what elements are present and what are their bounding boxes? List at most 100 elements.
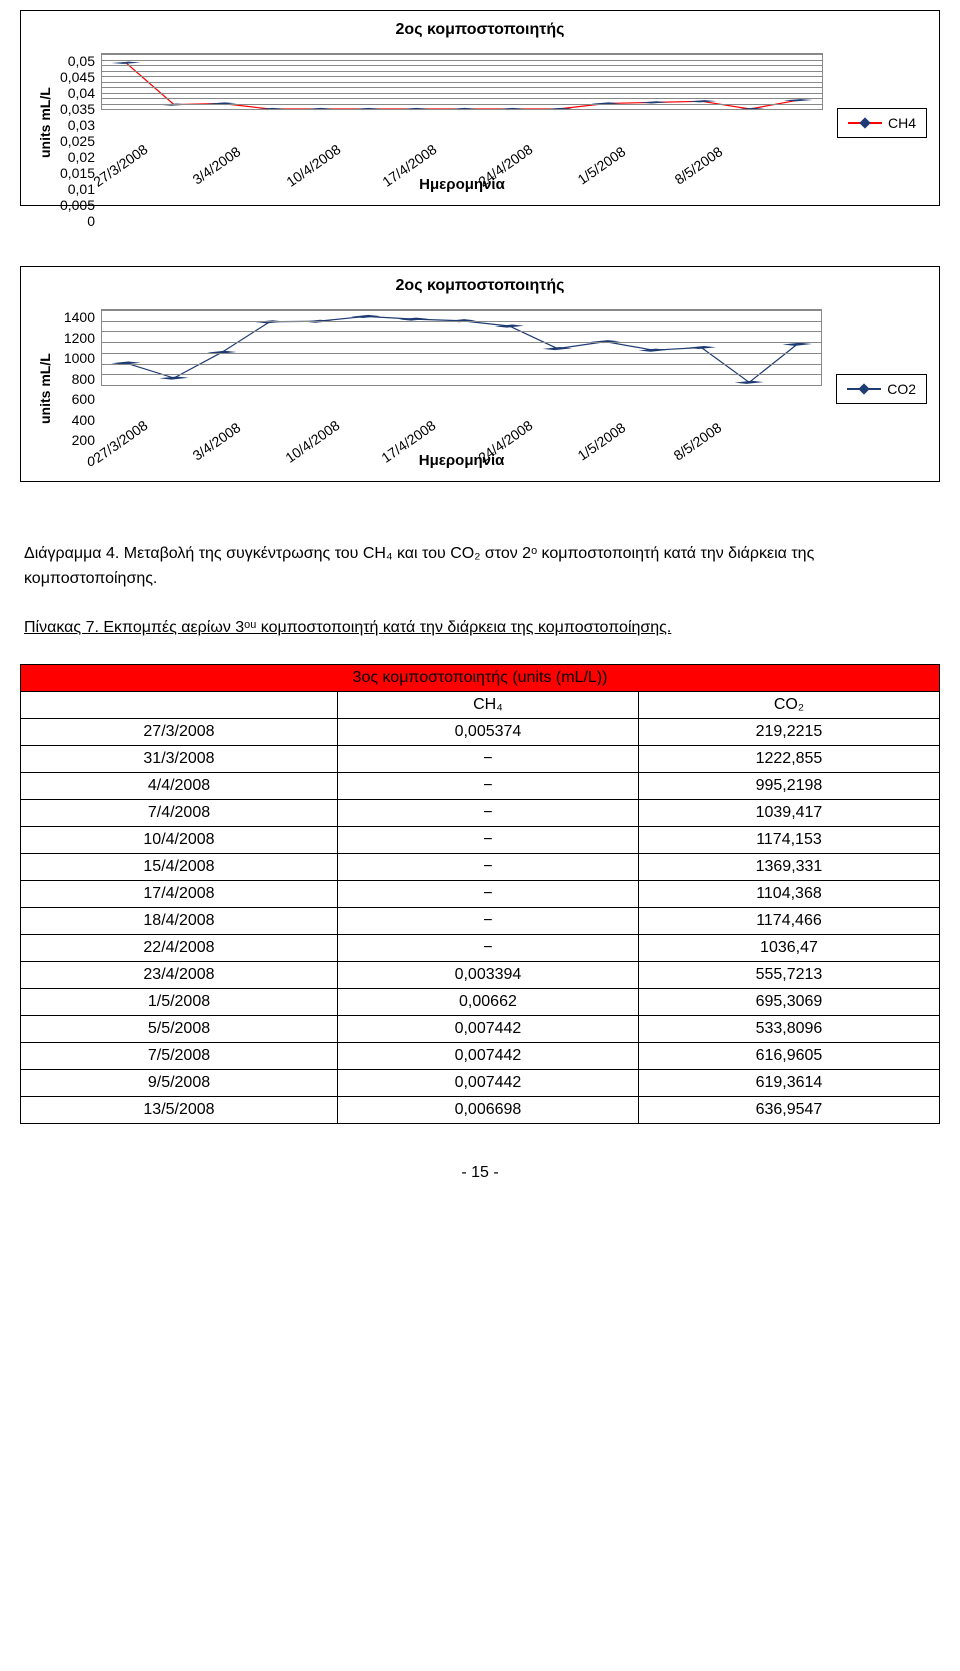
table-cell: 695,3069	[638, 989, 939, 1016]
table-row: 27/3/20080,005374219,2215	[21, 719, 940, 746]
y-tick-label: 0,03	[57, 117, 95, 133]
y-axis-label: units mL/L	[33, 309, 57, 469]
table-cell: 1222,855	[638, 746, 939, 773]
table-cell: 1174,153	[638, 827, 939, 854]
table-cell: 995,2198	[638, 773, 939, 800]
table-cell: −	[337, 854, 638, 881]
table-header	[21, 692, 338, 719]
table-cell: 219,2215	[638, 719, 939, 746]
y-ticks: 0,050,0450,040,0350,030,0250,020,0150,01…	[57, 53, 101, 193]
table-caption-rest: Εκπομπές αερίων 3ᵒᵘ κομποστοποιητή κατά …	[99, 619, 671, 636]
table-cell: 0,00662	[337, 989, 638, 1016]
table-cell: 1036,47	[638, 935, 939, 962]
y-tick-label: 800	[57, 371, 95, 387]
y-tick-label: 0	[57, 453, 95, 469]
table-cell: 13/5/2008	[21, 1097, 338, 1124]
table-cell: 636,9547	[638, 1097, 939, 1124]
table-cell: 1104,368	[638, 881, 939, 908]
y-tick-label: 600	[57, 391, 95, 407]
table-cell: 18/4/2008	[21, 908, 338, 935]
table-cell: 1039,417	[638, 800, 939, 827]
table-cell: 22/4/2008	[21, 935, 338, 962]
x-ticks: 27/3/20083/4/200810/4/200817/4/200824/4/…	[101, 390, 822, 448]
chart-co2: 2ος κομποστοποιητής units mL/L 140012001…	[20, 266, 940, 482]
table-cell: −	[337, 827, 638, 854]
table-cell: 5/5/2008	[21, 1016, 338, 1043]
table-cell: −	[337, 773, 638, 800]
chart-ch4: 2ος κομποστοποιητής units mL/L 0,050,045…	[20, 10, 940, 206]
y-tick-label: 1400	[57, 309, 95, 325]
legend-swatch-icon	[847, 388, 881, 390]
table-row: 10/4/2008−1174,153	[21, 827, 940, 854]
table-row: 15/4/2008−1369,331	[21, 854, 940, 881]
table-title: 3ος κομποστοποιητής (units (mL/L))	[21, 665, 940, 692]
table-cell: 7/4/2008	[21, 800, 338, 827]
table-cell: 27/3/2008	[21, 719, 338, 746]
table-cell: −	[337, 908, 638, 935]
table-cell: 619,3614	[638, 1070, 939, 1097]
y-tick-label: 0,02	[57, 149, 95, 165]
legend-swatch-icon	[848, 122, 882, 124]
table-cell: 0,007442	[337, 1070, 638, 1097]
y-tick-label: 0,045	[57, 69, 95, 85]
legend-label: CH4	[888, 115, 916, 131]
y-tick-label: 400	[57, 412, 95, 428]
table-cell: 0,005374	[337, 719, 638, 746]
y-tick-label: 0,01	[57, 181, 95, 197]
table-row: 4/4/2008−995,2198	[21, 773, 940, 800]
table-cell: 533,8096	[638, 1016, 939, 1043]
y-tick-label: 0,035	[57, 101, 95, 117]
table-cell: 0,003394	[337, 962, 638, 989]
plot-area	[101, 309, 822, 386]
table-row: 7/5/20080,007442616,9605	[21, 1043, 940, 1070]
table-cell: 15/4/2008	[21, 854, 338, 881]
table-row: 9/5/20080,007442619,3614	[21, 1070, 940, 1097]
table-row: 13/5/20080,006698636,9547	[21, 1097, 940, 1124]
table-cell: −	[337, 800, 638, 827]
chart-title: 2ος κομποστοποιητής	[33, 277, 927, 295]
table-cell: 10/4/2008	[21, 827, 338, 854]
y-tick-label: 0,015	[57, 165, 95, 181]
y-tick-label: 0,005	[57, 197, 95, 213]
table-caption-lead: Πίνακας 7.	[24, 619, 99, 636]
y-tick-label: 200	[57, 432, 95, 448]
table-cell: 616,9605	[638, 1043, 939, 1070]
y-ticks: 1400 1200 1000 800 600 400 200 0	[57, 309, 101, 469]
table-header: CH₄	[337, 692, 638, 719]
table-cell: 555,7213	[638, 962, 939, 989]
plot-area	[101, 53, 823, 110]
emissions-table: 3ος κομποστοποιητής (units (mL/L)) CH₄CO…	[20, 664, 940, 1124]
legend: CH4	[837, 108, 927, 138]
table-cell: 31/3/2008	[21, 746, 338, 773]
table-cell: 7/5/2008	[21, 1043, 338, 1070]
y-tick-label: 0,025	[57, 133, 95, 149]
table-row: 31/3/2008−1222,855	[21, 746, 940, 773]
y-tick-label: 1200	[57, 330, 95, 346]
table-row: 17/4/2008−1104,368	[21, 881, 940, 908]
table-caption: Πίνακας 7. Εκπομπές αερίων 3ᵒᵘ κομποστοπ…	[24, 616, 936, 641]
table-cell: 1174,466	[638, 908, 939, 935]
table-cell: 23/4/2008	[21, 962, 338, 989]
table-cell: 4/4/2008	[21, 773, 338, 800]
y-tick-label: 0,04	[57, 85, 95, 101]
table-cell: 0,007442	[337, 1043, 638, 1070]
legend-label: CO2	[887, 381, 916, 397]
y-tick-label: 1000	[57, 350, 95, 366]
y-tick-label: 0	[57, 213, 95, 229]
table-row: 22/4/2008−1036,47	[21, 935, 940, 962]
table-cell: −	[337, 935, 638, 962]
x-ticks: 27/3/20083/4/200810/4/200817/4/200824/4/…	[101, 114, 823, 172]
table-cell: 9/5/2008	[21, 1070, 338, 1097]
table-cell: 17/4/2008	[21, 881, 338, 908]
table-cell: 1/5/2008	[21, 989, 338, 1016]
table-row: 5/5/20080,007442533,8096	[21, 1016, 940, 1043]
table-cell: 1369,331	[638, 854, 939, 881]
chart-title: 2ος κομποστοποιητής	[33, 21, 927, 39]
chart-caption: Διάγραμμα 4. Μεταβολή της συγκέντρωσης τ…	[24, 542, 936, 592]
table-cell: 0,006698	[337, 1097, 638, 1124]
page-number: - 15 -	[20, 1164, 940, 1182]
legend: CO2	[836, 374, 927, 404]
table-cell: −	[337, 746, 638, 773]
table-row: 7/4/2008−1039,417	[21, 800, 940, 827]
table-cell: −	[337, 881, 638, 908]
